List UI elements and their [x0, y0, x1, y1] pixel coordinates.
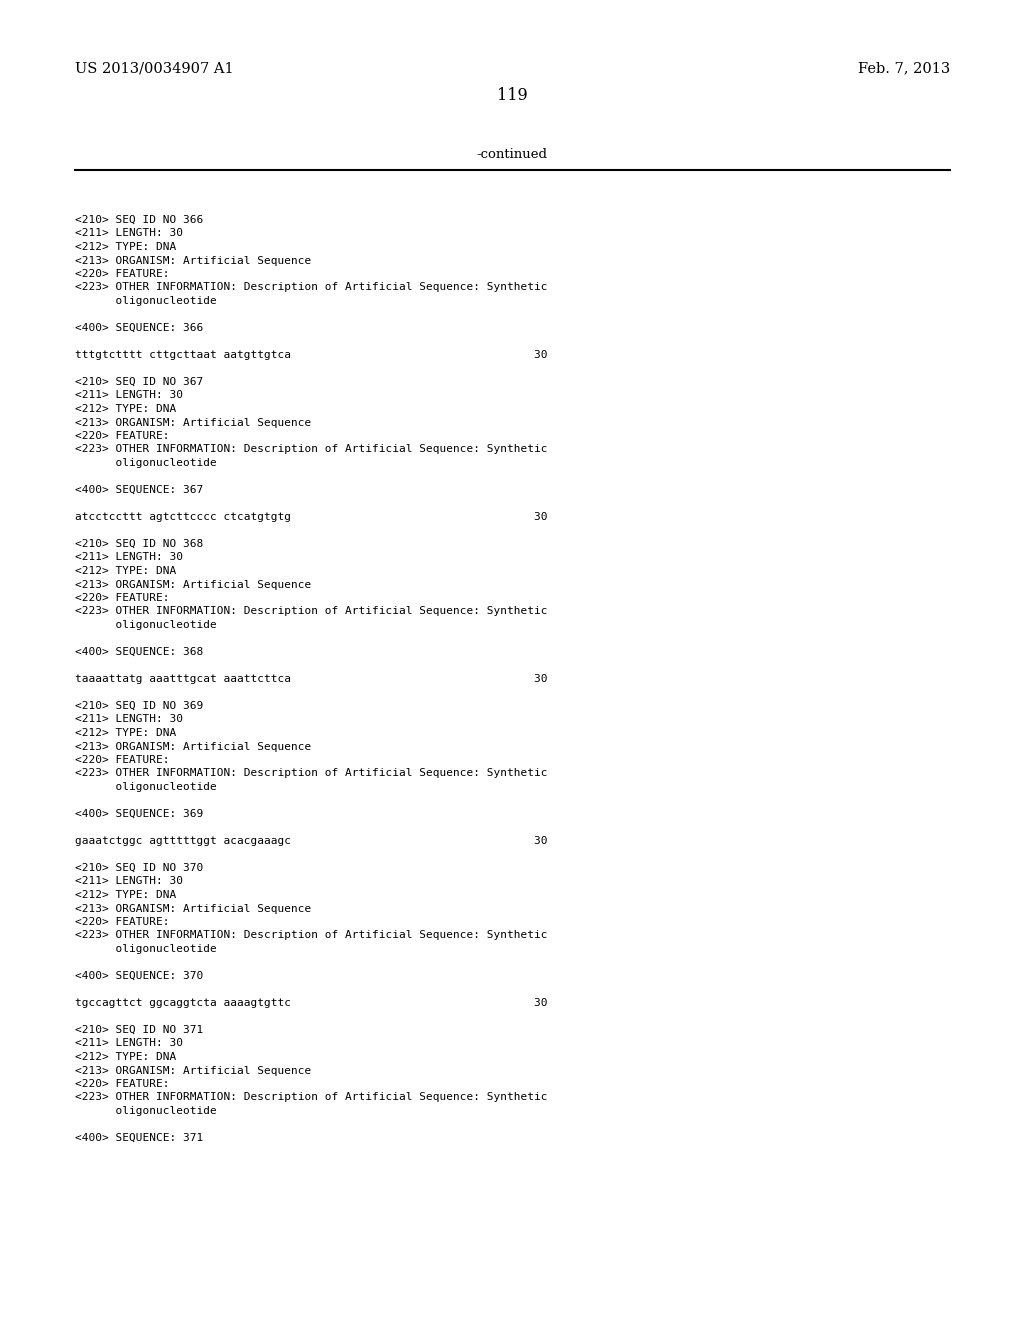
Text: oligonucleotide: oligonucleotide [75, 1106, 217, 1115]
Text: <210> SEQ ID NO 367: <210> SEQ ID NO 367 [75, 378, 203, 387]
Text: <210> SEQ ID NO 366: <210> SEQ ID NO 366 [75, 215, 203, 224]
Text: <213> ORGANISM: Artificial Sequence: <213> ORGANISM: Artificial Sequence [75, 417, 311, 428]
Text: atcctccttt agtcttcccc ctcatgtgtg                                    30: atcctccttt agtcttcccc ctcatgtgtg 30 [75, 512, 548, 521]
Text: oligonucleotide: oligonucleotide [75, 296, 217, 306]
Text: <212> TYPE: DNA: <212> TYPE: DNA [75, 890, 176, 900]
Text: <223> OTHER INFORMATION: Description of Artificial Sequence: Synthetic: <223> OTHER INFORMATION: Description of … [75, 606, 548, 616]
Text: <211> LENGTH: 30: <211> LENGTH: 30 [75, 1039, 183, 1048]
Text: <213> ORGANISM: Artificial Sequence: <213> ORGANISM: Artificial Sequence [75, 903, 311, 913]
Text: <213> ORGANISM: Artificial Sequence: <213> ORGANISM: Artificial Sequence [75, 742, 311, 751]
Text: <210> SEQ ID NO 370: <210> SEQ ID NO 370 [75, 863, 203, 873]
Text: <211> LENGTH: 30: <211> LENGTH: 30 [75, 228, 183, 239]
Text: <212> TYPE: DNA: <212> TYPE: DNA [75, 1052, 176, 1063]
Text: taaaattatg aaatttgcat aaattcttca                                    30: taaaattatg aaatttgcat aaattcttca 30 [75, 675, 548, 684]
Text: <400> SEQUENCE: 367: <400> SEQUENCE: 367 [75, 484, 203, 495]
Text: <400> SEQUENCE: 366: <400> SEQUENCE: 366 [75, 323, 203, 333]
Text: oligonucleotide: oligonucleotide [75, 781, 217, 792]
Text: <220> FEATURE:: <220> FEATURE: [75, 593, 170, 603]
Text: <211> LENGTH: 30: <211> LENGTH: 30 [75, 391, 183, 400]
Text: oligonucleotide: oligonucleotide [75, 620, 217, 630]
Text: <220> FEATURE:: <220> FEATURE: [75, 917, 170, 927]
Text: <213> ORGANISM: Artificial Sequence: <213> ORGANISM: Artificial Sequence [75, 256, 311, 265]
Text: <210> SEQ ID NO 369: <210> SEQ ID NO 369 [75, 701, 203, 711]
Text: <211> LENGTH: 30: <211> LENGTH: 30 [75, 714, 183, 725]
Text: <400> SEQUENCE: 371: <400> SEQUENCE: 371 [75, 1133, 203, 1143]
Text: <223> OTHER INFORMATION: Description of Artificial Sequence: Synthetic: <223> OTHER INFORMATION: Description of … [75, 445, 548, 454]
Text: <220> FEATURE:: <220> FEATURE: [75, 432, 170, 441]
Text: <212> TYPE: DNA: <212> TYPE: DNA [75, 404, 176, 414]
Text: <212> TYPE: DNA: <212> TYPE: DNA [75, 242, 176, 252]
Text: Feb. 7, 2013: Feb. 7, 2013 [858, 61, 950, 75]
Text: <400> SEQUENCE: 369: <400> SEQUENCE: 369 [75, 809, 203, 818]
Text: <220> FEATURE:: <220> FEATURE: [75, 269, 170, 279]
Text: <212> TYPE: DNA: <212> TYPE: DNA [75, 566, 176, 576]
Text: 119: 119 [497, 87, 527, 103]
Text: <400> SEQUENCE: 368: <400> SEQUENCE: 368 [75, 647, 203, 657]
Text: <220> FEATURE:: <220> FEATURE: [75, 755, 170, 766]
Text: gaaatctggc agtttttggt acacgaaagc                                    30: gaaatctggc agtttttggt acacgaaagc 30 [75, 836, 548, 846]
Text: <223> OTHER INFORMATION: Description of Artificial Sequence: Synthetic: <223> OTHER INFORMATION: Description of … [75, 768, 548, 779]
Text: <211> LENGTH: 30: <211> LENGTH: 30 [75, 553, 183, 562]
Text: <212> TYPE: DNA: <212> TYPE: DNA [75, 729, 176, 738]
Text: <213> ORGANISM: Artificial Sequence: <213> ORGANISM: Artificial Sequence [75, 579, 311, 590]
Text: oligonucleotide: oligonucleotide [75, 458, 217, 469]
Text: oligonucleotide: oligonucleotide [75, 944, 217, 954]
Text: US 2013/0034907 A1: US 2013/0034907 A1 [75, 61, 233, 75]
Text: <213> ORGANISM: Artificial Sequence: <213> ORGANISM: Artificial Sequence [75, 1065, 311, 1076]
Text: <220> FEATURE:: <220> FEATURE: [75, 1078, 170, 1089]
Text: <223> OTHER INFORMATION: Description of Artificial Sequence: Synthetic: <223> OTHER INFORMATION: Description of … [75, 931, 548, 940]
Text: <223> OTHER INFORMATION: Description of Artificial Sequence: Synthetic: <223> OTHER INFORMATION: Description of … [75, 1093, 548, 1102]
Text: <211> LENGTH: 30: <211> LENGTH: 30 [75, 876, 183, 887]
Text: <210> SEQ ID NO 368: <210> SEQ ID NO 368 [75, 539, 203, 549]
Text: <210> SEQ ID NO 371: <210> SEQ ID NO 371 [75, 1026, 203, 1035]
Text: tttgtctttt cttgcttaat aatgttgtca                                    30: tttgtctttt cttgcttaat aatgttgtca 30 [75, 350, 548, 360]
Text: -continued: -continued [476, 149, 548, 161]
Text: <400> SEQUENCE: 370: <400> SEQUENCE: 370 [75, 972, 203, 981]
Text: tgccagttct ggcaggtcta aaaagtgttc                                    30: tgccagttct ggcaggtcta aaaagtgttc 30 [75, 998, 548, 1008]
Text: <223> OTHER INFORMATION: Description of Artificial Sequence: Synthetic: <223> OTHER INFORMATION: Description of … [75, 282, 548, 293]
